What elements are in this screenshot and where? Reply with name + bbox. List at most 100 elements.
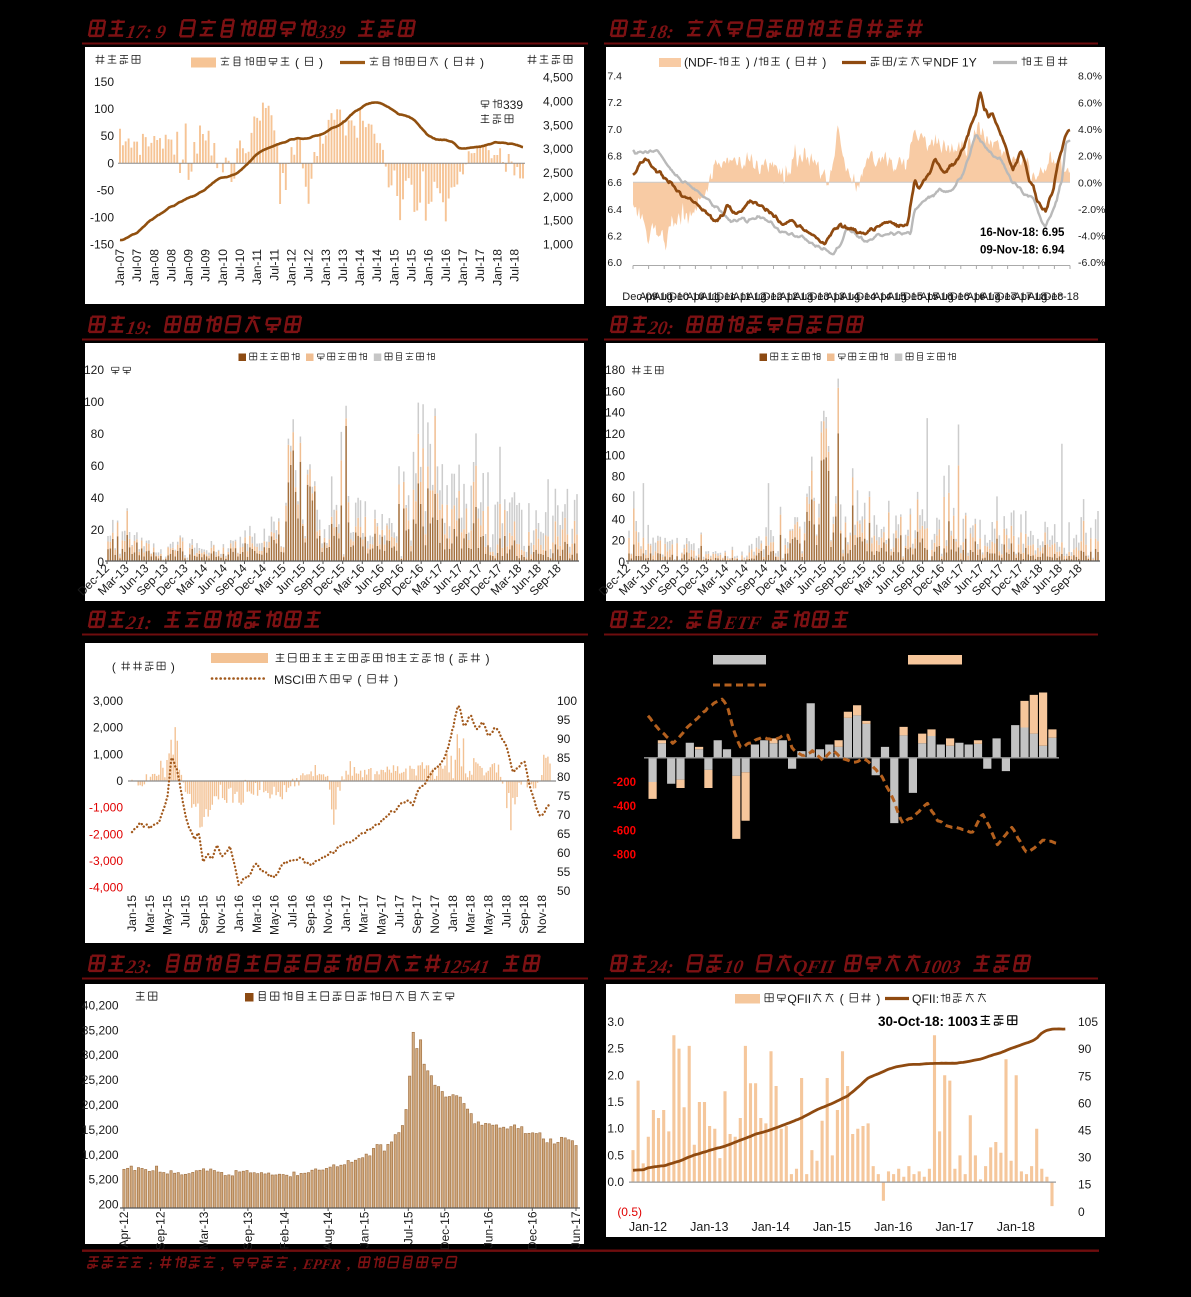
svg-text:Dec-14: Dec-14 [856,291,891,303]
svg-text:100: 100 [557,694,577,708]
svg-text:120: 120 [84,363,104,377]
svg-text:1,000: 1,000 [93,747,123,761]
svg-text:6.4: 6.4 [607,204,622,216]
svg-text:May-17: May-17 [375,895,389,935]
svg-text:Aug-17: Aug-17 [981,291,1016,303]
svg-text:10: 10 [722,957,745,978]
svg-text:Apr-18: Apr-18 [1013,291,1046,303]
svg-text:Jan-14: Jan-14 [353,249,367,286]
svg-text:Dec-16: Dec-16 [950,291,985,303]
svg-text:7.4: 7.4 [607,71,622,83]
svg-text:19:: 19: [124,318,153,339]
svg-text:(NDF-: (NDF- [684,56,717,70]
svg-text:Jul-07: Jul-07 [130,249,144,282]
svg-text:45: 45 [1078,1124,1092,1138]
svg-text:10,200: 10,200 [82,1148,119,1162]
svg-text:Jan-18: Jan-18 [490,249,504,286]
svg-text:Dec-16: Dec-16 [525,1211,539,1250]
svg-text:1003: 1003 [920,957,962,978]
svg-text:Jan-13: Jan-13 [690,1220,728,1234]
svg-text:Jan-17: Jan-17 [339,895,353,932]
svg-text:Aug-10: Aug-10 [653,291,688,303]
svg-text:(: ( [295,56,299,70]
svg-text:17: 9: 17: 9 [124,22,168,43]
svg-text:): ) [486,652,490,666]
svg-text:-1,000: -1,000 [89,801,123,815]
svg-text:Jan-18: Jan-18 [446,895,460,932]
svg-text:/: / [754,56,758,70]
svg-text:65: 65 [557,827,571,841]
svg-text:75: 75 [557,789,571,803]
svg-text:30: 30 [1078,1151,1092,1165]
svg-text:40: 40 [612,512,626,526]
svg-text:Jan-10: Jan-10 [216,249,230,286]
svg-text:1,500: 1,500 [543,214,573,228]
svg-text:0: 0 [107,156,114,170]
svg-text:1,000: 1,000 [543,238,573,252]
svg-text:Dec-12: Dec-12 [763,291,798,303]
svg-text:7.2: 7.2 [607,97,622,109]
svg-text:Dec-11: Dec-11 [716,291,751,303]
svg-text:-4.0%: -4.0% [1078,231,1105,243]
svg-text:Jul-17: Jul-17 [473,249,487,282]
svg-text:Jul-17: Jul-17 [392,895,406,928]
svg-text:-50: -50 [97,183,115,197]
svg-text:24:: 24: [645,957,675,978]
svg-text:Jan-15: Jan-15 [358,1211,372,1248]
svg-text:Sep-16: Sep-16 [303,895,317,934]
svg-text:Aug-15: Aug-15 [887,291,922,303]
svg-text:60: 60 [612,491,626,505]
svg-text:20,200: 20,200 [82,1098,119,1112]
svg-text:20:: 20: [645,318,675,339]
svg-text:Apr-11: Apr-11 [686,291,718,303]
svg-text:Jul-13: Jul-13 [336,249,350,282]
svg-text:339: 339 [503,98,523,112]
svg-text:50: 50 [557,884,571,898]
svg-text:Aug-18: Aug-18 [1028,291,1063,303]
svg-text:Jul-10: Jul-10 [233,249,247,282]
svg-text:09-Nov-18: 6.94: 09-Nov-18: 6.94 [980,245,1065,257]
svg-text:Jul-15: Jul-15 [401,1211,415,1244]
svg-text:2,000: 2,000 [543,190,573,204]
svg-text:Jan-07: Jan-07 [113,249,127,286]
svg-text:Feb-14: Feb-14 [277,1211,291,1249]
svg-text:Dec-15: Dec-15 [903,291,938,303]
svg-text:100: 100 [84,395,104,409]
svg-text:Jul-16: Jul-16 [285,895,299,928]
svg-text:Apr-17: Apr-17 [967,291,1000,303]
svg-text:8.0%: 8.0% [1078,71,1102,83]
svg-text:6.2: 6.2 [607,230,622,242]
svg-text:): ) [480,56,484,70]
svg-text:Sep-18: Sep-18 [517,895,531,934]
svg-text:Jun-17: Jun-17 [569,1211,583,1248]
svg-text:-100: -100 [90,211,114,225]
svg-text:0: 0 [1078,1205,1085,1219]
svg-text:Jan-15: Jan-15 [125,895,139,932]
svg-text:2,500: 2,500 [543,166,573,180]
svg-text:-3,000: -3,000 [89,854,123,868]
svg-text:60: 60 [91,459,105,473]
svg-text:Aug-11: Aug-11 [701,291,736,303]
svg-text:Sep-15: Sep-15 [196,895,210,934]
svg-text:,: , [292,1257,299,1273]
svg-text:Dec-13: Dec-13 [809,291,844,303]
svg-text:Apr-12: Apr-12 [733,291,766,303]
svg-text:22:: 22: [645,613,675,634]
svg-text:Jan-16: Jan-16 [874,1220,912,1234]
svg-text:0.5: 0.5 [607,1148,624,1162]
svg-text:-6.0%: -6.0% [1078,257,1105,269]
svg-text:): ) [822,56,826,70]
svg-text:Dec-09: Dec-09 [622,291,657,303]
svg-text:Jul-09: Jul-09 [199,249,213,282]
svg-text:2.5: 2.5 [607,1042,624,1056]
svg-text:2,000: 2,000 [93,721,123,735]
svg-text:,: , [346,1257,353,1273]
svg-text:55: 55 [557,865,571,879]
svg-text:35,200: 35,200 [82,1023,119,1037]
svg-text:200: 200 [98,1198,118,1212]
svg-text:-150: -150 [90,238,114,252]
svg-text:May-16: May-16 [268,895,282,935]
svg-text:Mar-15: Mar-15 [143,895,157,933]
svg-text:NDF 1Y: NDF 1Y [933,56,976,70]
svg-text:Dec-18: Dec-18 [1043,291,1078,303]
